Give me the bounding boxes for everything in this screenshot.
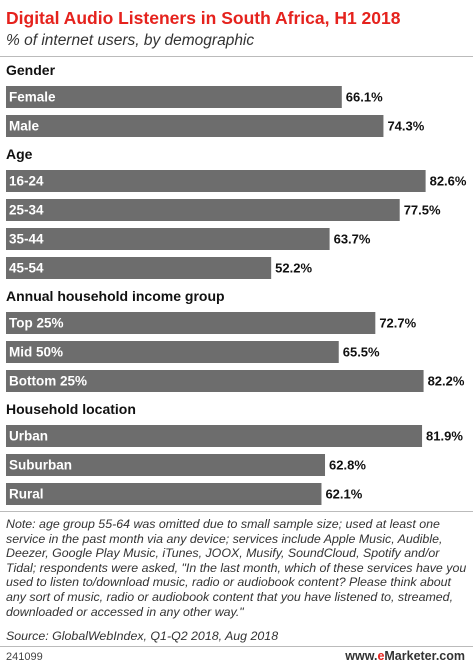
bar-chart: Gender Female 66.1% Male 74.3% Age 16-24 82.6% 2…: [6, 62, 467, 505]
bar-suburban: [6, 454, 326, 476]
bar-value-label: 65.5%: [343, 345, 380, 360]
bar-value-label: 77.5%: [404, 203, 441, 218]
bar-urban: [6, 425, 423, 447]
brand-rest: Marketer.com: [384, 649, 465, 663]
bar-category-label: Top 25%: [9, 316, 64, 331]
bar-value-label: 82.2%: [428, 374, 465, 389]
bar-value-label: 82.6%: [430, 174, 467, 189]
bar-35-44: [6, 228, 330, 250]
bar-top-25: [6, 312, 376, 334]
bar-value-label: 81.9%: [426, 429, 463, 444]
bar-category-label: Urban: [9, 429, 48, 444]
bar-45-54: [6, 257, 272, 279]
bar-16-24: [6, 170, 426, 192]
bar-category-label: 45-54: [9, 261, 44, 276]
bar-category-label: Male: [9, 119, 40, 134]
group-label-age: Age: [6, 146, 33, 162]
bar-value-label: 74.3%: [387, 119, 424, 134]
chart-source: Source: GlobalWebIndex, Q1-Q2 2018, Aug …: [6, 629, 279, 643]
group-label-household-location: Household location: [6, 401, 136, 417]
bar-value-label: 63.7%: [334, 232, 371, 247]
bar-category-label: Bottom 25%: [9, 374, 87, 389]
brand-prefix: www.: [345, 649, 378, 663]
brand-e: e: [377, 649, 385, 663]
emarketer-logo[interactable]: www.eMarketer.com: [345, 649, 465, 663]
top-divider: [0, 56, 473, 57]
chart-note: Note: age group 55-64 was omitted due to…: [6, 517, 467, 619]
bar-category-label: Rural: [9, 487, 44, 502]
bar-bottom-25: [6, 370, 424, 392]
bar-category-label: 35-44: [9, 232, 44, 247]
bar-mid-50: [6, 341, 339, 363]
bar-category-label: Mid 50%: [9, 345, 63, 360]
bar-category-label: Suburban: [9, 458, 72, 473]
bar-male: [6, 115, 384, 137]
bar-category-label: Female: [9, 90, 56, 105]
bottom-divider: [0, 511, 473, 512]
bar-25-34: [6, 199, 400, 221]
bar-category-label: 25-34: [9, 203, 44, 218]
bar-value-label: 66.1%: [346, 90, 383, 105]
bar-value-label: 72.7%: [379, 316, 416, 331]
bar-value-label: 52.2%: [275, 261, 312, 276]
chart-subtitle: % of internet users, by demographic: [6, 32, 255, 49]
chart-title: Digital Audio Listeners in South Africa,…: [6, 8, 401, 28]
bar-female: [6, 86, 342, 108]
bar-rural: [6, 483, 322, 505]
bar-category-label: 16-24: [9, 174, 44, 189]
footer-divider: [0, 646, 473, 647]
group-label-annual-household-income-group: Annual household income group: [6, 288, 225, 304]
bar-value-label: 62.8%: [329, 458, 366, 473]
group-label-gender: Gender: [6, 62, 56, 78]
chart-id: 241099: [6, 651, 43, 663]
bar-value-label: 62.1%: [325, 487, 362, 502]
